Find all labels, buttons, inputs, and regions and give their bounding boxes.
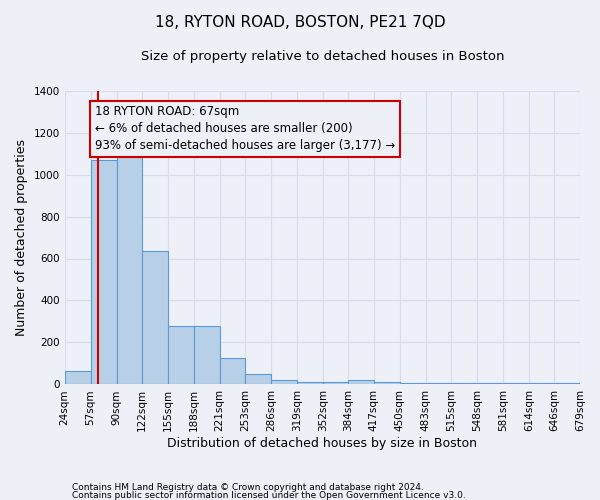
Text: 18 RYTON ROAD: 67sqm
← 6% of detached houses are smaller (200)
93% of semi-detac: 18 RYTON ROAD: 67sqm ← 6% of detached ho…: [95, 106, 395, 152]
Bar: [245, 374, 271, 384]
X-axis label: Distribution of detached houses by size in Boston: Distribution of detached houses by size …: [167, 437, 478, 450]
Bar: [142, 251, 168, 384]
Text: Contains HM Land Registry data © Crown copyright and database right 2024.: Contains HM Land Registry data © Crown c…: [72, 484, 424, 492]
Bar: [220, 358, 245, 384]
Bar: [323, 382, 348, 384]
Bar: [168, 326, 194, 384]
Bar: [91, 160, 116, 384]
Bar: [194, 326, 220, 384]
Bar: [374, 382, 400, 384]
Bar: [297, 382, 323, 384]
Bar: [116, 143, 142, 384]
Bar: [348, 380, 374, 384]
Text: Contains public sector information licensed under the Open Government Licence v3: Contains public sector information licen…: [72, 490, 466, 500]
Title: Size of property relative to detached houses in Boston: Size of property relative to detached ho…: [140, 50, 504, 63]
Text: 18, RYTON ROAD, BOSTON, PE21 7QD: 18, RYTON ROAD, BOSTON, PE21 7QD: [155, 15, 445, 30]
Bar: [271, 380, 297, 384]
Bar: [65, 371, 91, 384]
Y-axis label: Number of detached properties: Number of detached properties: [15, 139, 28, 336]
